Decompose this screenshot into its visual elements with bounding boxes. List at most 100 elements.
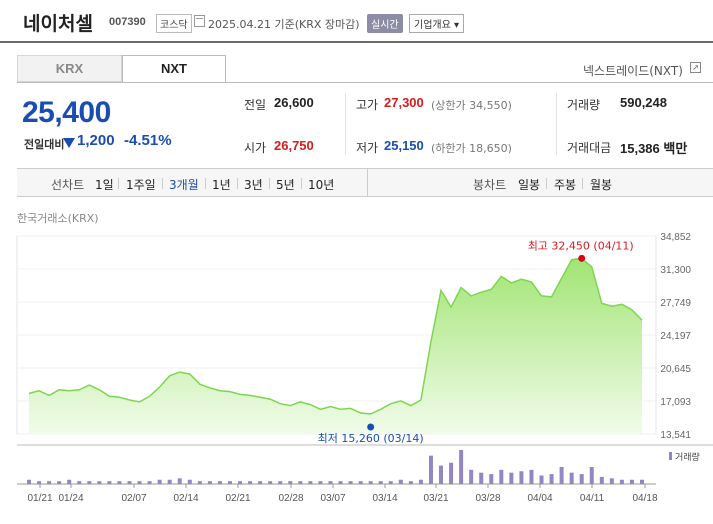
- volume-bar: [439, 465, 444, 484]
- candle-daily[interactable]: 일봉: [518, 178, 541, 192]
- y-tick-label: 34,852: [660, 232, 691, 243]
- volume-bar: [398, 479, 403, 484]
- chart-toolbar: [17, 168, 713, 197]
- min-marker: [367, 423, 375, 431]
- volume-bar: [549, 474, 554, 484]
- volume-bar: [147, 481, 152, 484]
- volume-legend-swatch: [669, 452, 672, 460]
- volume-bar: [509, 472, 514, 484]
- toolbar-separator: [582, 178, 583, 189]
- y-tick-label: 27,749: [660, 298, 691, 309]
- volume-bar: [609, 478, 614, 484]
- volume-bar: [288, 481, 293, 484]
- current-price: 25,400: [22, 96, 111, 129]
- volume-bar: [479, 472, 484, 484]
- stats-divider: [345, 93, 346, 155]
- period-1w[interactable]: 1주일: [126, 178, 156, 192]
- high-value: 27,300: [384, 95, 424, 110]
- volume-bar: [227, 481, 232, 484]
- volume-bar: [77, 481, 82, 484]
- volume-bar: [378, 481, 383, 484]
- volume-bar: [197, 481, 202, 484]
- volume-bar: [539, 475, 544, 484]
- toolbar-separator: [118, 178, 119, 189]
- volume-bar: [559, 467, 564, 484]
- volume-bar: [248, 481, 253, 484]
- period-5y[interactable]: 5년: [276, 178, 295, 192]
- y-tick-label: 20,645: [660, 364, 691, 375]
- stock-header: 네이처셀 007390 코스닥 2025.04.21 기준(KRX 장마감) 실…: [0, 0, 713, 43]
- volume-bar: [629, 479, 634, 484]
- nextrade-link[interactable]: 넥스트레이드(NXT): [583, 64, 683, 78]
- price-chart[interactable]: 34,852 31,300 27,749 24,197 20,645 17,093 13,5…: [0, 226, 713, 524]
- realtime-button[interactable]: 실시간: [367, 14, 403, 33]
- volume-bar: [97, 481, 102, 484]
- y-tick-label: 13,541: [660, 430, 691, 441]
- volume-bar: [358, 481, 363, 484]
- volume-bar: [67, 479, 72, 484]
- tab-krx[interactable]: KRX: [17, 55, 122, 82]
- open-value: 26,750: [274, 138, 314, 153]
- period-3m[interactable]: 3개월: [169, 178, 199, 192]
- amount-label: 거래대금: [567, 141, 612, 155]
- volume-bar: [268, 481, 273, 484]
- price-change: 1,200: [77, 132, 115, 149]
- price-change-percent: -4.51%: [124, 132, 172, 149]
- volume-bar: [278, 481, 283, 484]
- x-tick-label: 02/14: [173, 493, 198, 504]
- volume-bar: [589, 467, 594, 484]
- volume-bar: [137, 481, 142, 484]
- candle-weekly[interactable]: 주봉: [554, 178, 577, 192]
- volume-bar: [449, 462, 454, 484]
- x-tick-label: 02/28: [278, 493, 303, 504]
- y-tick-label: 17,093: [660, 397, 691, 408]
- change-label: 전일대비: [24, 138, 65, 151]
- toolbar-separator: [546, 178, 547, 189]
- max-marker: [578, 254, 586, 262]
- volume-bar: [619, 479, 624, 484]
- low-label: 저가: [356, 141, 379, 155]
- amount-value: 15,386 백만: [620, 141, 688, 156]
- x-tick-label: 01/21: [27, 493, 52, 504]
- volume-bar: [328, 481, 333, 484]
- volume-bar: [207, 481, 212, 484]
- open-label: 시가: [244, 141, 267, 155]
- x-tick-label: 04/11: [580, 493, 605, 504]
- stock-name: 네이처셀: [23, 13, 93, 35]
- volume-bar: [408, 481, 413, 484]
- tab-nxt[interactable]: NXT: [122, 55, 226, 82]
- company-overview-dropdown[interactable]: 기업개요 ▾: [409, 14, 464, 33]
- x-tick-label: 02/21: [225, 493, 250, 504]
- period-3y[interactable]: 3년: [244, 178, 263, 192]
- prev-close-value: 26,600: [274, 95, 314, 110]
- volume-bar: [167, 479, 172, 484]
- base-date: 2025.04.21 기준(KRX 장마감): [208, 18, 360, 31]
- price-area: [29, 258, 642, 434]
- toolbar-split: [367, 169, 368, 196]
- period-1d[interactable]: 1일: [95, 178, 114, 192]
- market-badge: 코스닥: [156, 14, 192, 33]
- period-10y[interactable]: 10년: [308, 178, 335, 192]
- volume-bar: [217, 481, 222, 484]
- x-tick-label: 03/07: [320, 493, 345, 504]
- candle-monthly[interactable]: 월봉: [590, 178, 613, 192]
- volume-label: 거래량: [567, 98, 601, 112]
- volume-bar: [428, 455, 433, 484]
- y-tick-label: 31,300: [660, 265, 691, 276]
- volume-bar: [368, 481, 373, 484]
- volume-bar: [338, 481, 343, 484]
- volume-value: 590,248: [620, 95, 667, 110]
- lower-limit: (하한가 18,650): [431, 142, 512, 155]
- toolbar-separator: [301, 178, 302, 189]
- price-line: [28, 257, 643, 415]
- prev-close-label: 전일: [244, 98, 267, 112]
- external-link-icon[interactable]: ↗: [690, 62, 701, 73]
- volume-bar: [308, 481, 313, 484]
- volume-bar: [87, 481, 92, 484]
- volume-bar: [238, 481, 243, 484]
- volume-bar: [177, 478, 182, 484]
- x-tick-label: 04/04: [527, 493, 552, 504]
- period-1y[interactable]: 1년: [212, 178, 231, 192]
- x-tick-label: 04/18: [632, 493, 657, 504]
- volume-bar: [418, 479, 423, 484]
